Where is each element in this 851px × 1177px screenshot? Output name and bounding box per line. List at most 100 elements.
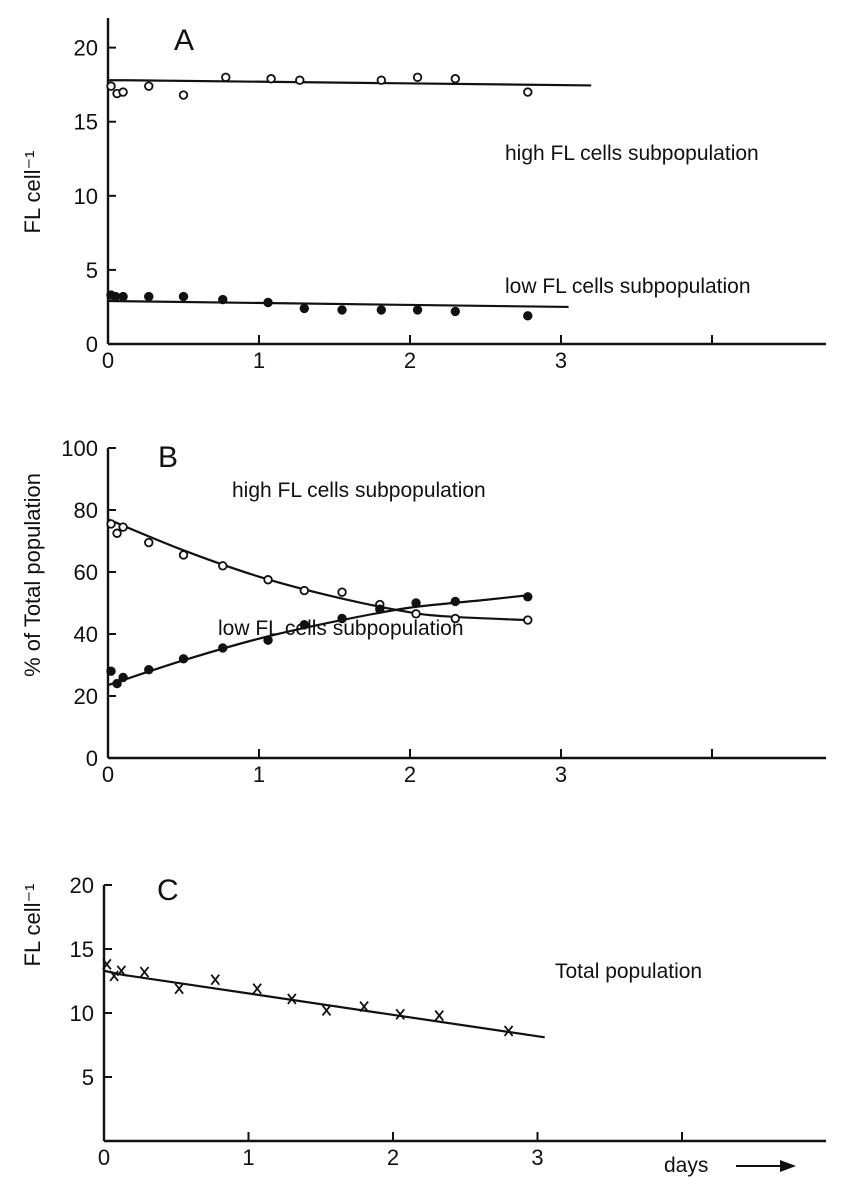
arrow-icon [736,1160,796,1172]
data-point [395,1008,405,1020]
data-point [263,575,273,585]
data-point [503,1025,514,1037]
fit-line-a [107,518,528,622]
y-tick-label: 0 [86,332,98,357]
panel-label: C [157,874,179,907]
plot-area: 0 1 2 3 0 20 40 60 80 100 [61,436,826,787]
y-axis-label: FL cell⁻¹ [20,884,45,967]
data-point [263,297,273,308]
data-point [266,74,276,84]
data-point [450,596,460,607]
data-point [523,615,533,625]
data-point [523,87,533,97]
y-tick-label: 0 [86,746,98,771]
data-point [337,587,347,597]
data-point [210,974,220,986]
x-tick-label: 3 [555,762,567,787]
data-point [321,1004,332,1017]
data-point [174,983,184,995]
x-tick-label: 1 [253,762,265,787]
y-tick-label: 15 [74,110,98,135]
data-point [299,585,309,596]
y-tick-label: 20 [70,873,94,898]
data-point [102,958,112,970]
y-tick-label: 15 [70,937,94,962]
data-point [359,1001,369,1013]
panel-c: C FL cell⁻¹ Total population days 0 1 2 3 5 1… [20,873,826,1177]
y-tick-label: 10 [70,1001,94,1026]
fit-line-b [107,594,528,687]
data-point [450,306,460,317]
data-point [337,305,347,315]
data-point [218,294,228,305]
x-axis-label: days [664,1154,708,1177]
data-point [144,291,154,302]
panel-a: A FL cell⁻¹ high FL cells subpopulation … [20,18,826,373]
data-point [412,72,423,82]
data-point [450,74,460,84]
data-point [118,522,128,532]
plot-area: 0 1 2 3 5 10 15 20 [70,873,826,1170]
data-point [376,305,387,315]
x-tick-label: 0 [98,1145,110,1170]
y-tick-label: 100 [61,436,98,461]
data-point [144,81,154,91]
data-point [218,643,228,653]
data-point [523,592,533,602]
fit-line-a [108,79,592,87]
data-point [112,528,122,538]
data-point [178,291,189,302]
fit-line-a [103,969,545,1039]
x-tick-label: 2 [387,1145,399,1170]
data-point [411,598,421,608]
y-tick-label: 10 [74,184,98,209]
y-tick-label: 60 [74,560,98,585]
series-label-high: high FL cells subpopulation [232,479,486,502]
x-tick-label: 3 [531,1145,543,1170]
data-point [118,87,128,97]
data-point [218,561,228,571]
y-tick-label: 20 [74,684,98,709]
data-point [376,75,387,85]
data-point [412,305,423,315]
y-tick-label: 80 [74,498,98,523]
series-label-high: high FL cells subpopulation [505,142,759,165]
data-point [299,303,309,314]
data-point [144,537,154,548]
x-tick-label: 1 [242,1145,254,1170]
data-point [112,678,122,689]
data-point [252,983,262,995]
y-tick-label: 40 [74,622,98,647]
x-tick-label: 0 [102,762,114,787]
y-tick-label: 20 [74,36,98,61]
data-point [411,609,421,619]
data-point [144,664,154,675]
data-point [337,613,347,624]
data-point [287,993,297,1005]
y-axis-label: FL cell⁻¹ [20,151,45,234]
data-point [139,966,150,978]
x-tick-label: 2 [404,348,416,373]
y-tick-label: 5 [82,1065,94,1090]
panel-b: B % of Total population high FL cells su… [20,436,826,787]
x-tick-label: 0 [102,348,114,373]
y-tick-label: 5 [86,258,98,283]
data-point [263,635,273,645]
data-point [109,970,119,982]
data-point [375,604,385,614]
data-point [106,519,116,529]
fit-line-b [107,299,569,309]
data-point [116,965,127,977]
data-point [178,90,189,100]
data-point [118,672,128,683]
data-point [221,72,231,82]
data-point [434,1009,444,1022]
panel-label: B [158,441,178,474]
data-point [450,613,460,624]
data-point [295,75,305,85]
data-point [178,654,189,664]
x-tick-label: 1 [253,348,265,373]
arrow-head [780,1160,796,1172]
data-point [178,550,189,560]
